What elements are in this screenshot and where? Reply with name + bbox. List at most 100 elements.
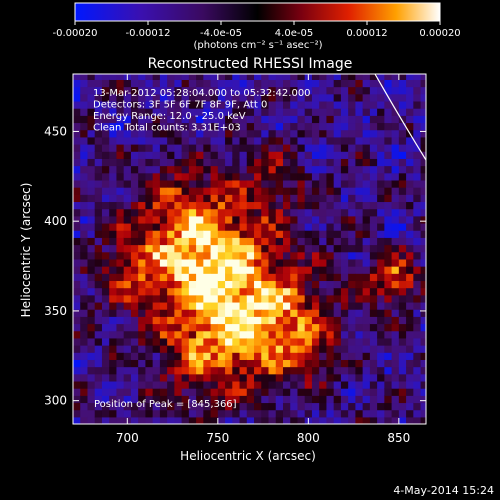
heatmap-cell — [254, 244, 262, 253]
heatmap-cell — [217, 172, 226, 181]
heatmap-cell — [391, 115, 400, 124]
heatmap-cell — [254, 352, 262, 360]
heatmap-cell — [369, 273, 378, 282]
heatmap-cell — [181, 79, 190, 88]
heatmap-cell — [406, 416, 414, 424]
heatmap-cell — [239, 194, 248, 203]
heatmap-cell — [130, 337, 139, 346]
heatmap-cell — [87, 280, 96, 289]
heatmap-cell — [319, 172, 328, 181]
heatmap-cell — [73, 352, 81, 360]
heatmap-cell — [188, 251, 197, 260]
heatmap-cell — [384, 402, 393, 411]
heatmap-cell — [239, 187, 248, 195]
heatmap-cell — [333, 323, 342, 332]
heatmap-cell — [391, 258, 400, 267]
heatmap-cell — [355, 251, 364, 260]
heatmap-cell — [109, 222, 118, 231]
heatmap-cell — [384, 179, 393, 188]
heatmap-cell — [145, 122, 154, 131]
heatmap-cell — [319, 79, 328, 88]
heatmap-cell — [369, 366, 378, 375]
heatmap-cell — [138, 409, 147, 418]
heatmap-cell — [167, 74, 175, 80]
heatmap-cell — [326, 294, 335, 303]
heatmap-cell — [87, 208, 96, 217]
heatmap-cell — [116, 266, 125, 274]
heatmap-cell — [304, 323, 313, 332]
heatmap-cell — [311, 416, 320, 424]
heatmap-cell — [282, 165, 291, 174]
heatmap-cell — [413, 222, 422, 231]
heatmap-cell — [268, 208, 277, 217]
heatmap-cell — [80, 366, 89, 375]
heatmap-cell — [123, 122, 132, 131]
heatmap-cell — [181, 237, 190, 246]
heatmap-cell — [80, 287, 89, 296]
heatmap-cell — [145, 215, 154, 224]
heatmap-cell — [398, 359, 407, 368]
heatmap-cell — [138, 345, 147, 353]
heatmap-cell — [340, 244, 349, 253]
heatmap-cell — [311, 352, 320, 360]
heatmap-cell — [167, 208, 175, 217]
heatmap-cell — [203, 409, 212, 418]
heatmap-cell — [87, 323, 96, 332]
heatmap-cell — [340, 294, 349, 303]
heatmap-cell — [116, 158, 125, 167]
info-line: Detectors: 3F 5F 6F 7F 8F 9F, Att 0 — [93, 100, 267, 111]
heatmap-cell — [326, 395, 335, 404]
heatmap-cell — [181, 151, 190, 159]
heatmap-cell — [304, 172, 313, 181]
y-axis-label: Heliocentric Y (arcsec) — [19, 183, 33, 318]
heatmap-cell — [239, 158, 248, 167]
heatmap-cell — [420, 74, 426, 80]
heatmap-cell — [181, 244, 190, 253]
heatmap-cell — [391, 74, 400, 80]
heatmap-cell — [225, 273, 233, 282]
heatmap-cell — [145, 194, 154, 203]
heatmap-cell — [340, 172, 349, 181]
heatmap-cell — [174, 330, 183, 339]
heatmap-cell — [304, 144, 313, 152]
heatmap-cell — [290, 93, 299, 102]
heatmap-cell — [174, 151, 183, 159]
heatmap-cell — [181, 136, 190, 145]
heatmap-cell — [282, 402, 291, 411]
heatmap-cell — [420, 330, 426, 339]
heatmap-cell — [384, 294, 393, 303]
heatmap-cell — [413, 251, 422, 260]
heatmap-cell — [333, 158, 342, 167]
heatmap-cell — [246, 215, 255, 224]
heatmap-cell — [232, 416, 241, 424]
heatmap-cell — [196, 215, 204, 224]
heatmap-cell — [87, 115, 96, 124]
heatmap-cell — [167, 301, 175, 310]
heatmap-cell — [261, 287, 270, 296]
heatmap-cell — [116, 215, 125, 224]
heatmap-cell — [87, 144, 96, 152]
heatmap-cell — [109, 251, 118, 260]
heatmap-cell — [246, 380, 255, 389]
heatmap-cell — [268, 352, 277, 360]
heatmap-cell — [290, 136, 299, 145]
heatmap-cell — [94, 380, 103, 389]
heatmap-cell — [384, 115, 393, 124]
heatmap-cell — [167, 201, 175, 210]
heatmap-cell — [333, 74, 342, 80]
heatmap-cell — [130, 74, 139, 80]
heatmap-cell — [152, 309, 161, 317]
heatmap-cell — [73, 215, 81, 224]
heatmap-cell — [73, 380, 81, 389]
heatmap-cell — [369, 323, 378, 332]
heatmap-cell — [348, 165, 356, 174]
heatmap-cell — [167, 136, 175, 145]
heatmap-cell — [282, 151, 291, 159]
heatmap-cell — [304, 266, 313, 274]
heatmap-cell — [413, 129, 422, 138]
heatmap-cell — [362, 287, 371, 296]
heatmap-cell — [311, 179, 320, 188]
heatmap-cell — [348, 416, 356, 424]
heatmap-cell — [261, 222, 270, 231]
x-tick-label: 700 — [116, 431, 139, 445]
